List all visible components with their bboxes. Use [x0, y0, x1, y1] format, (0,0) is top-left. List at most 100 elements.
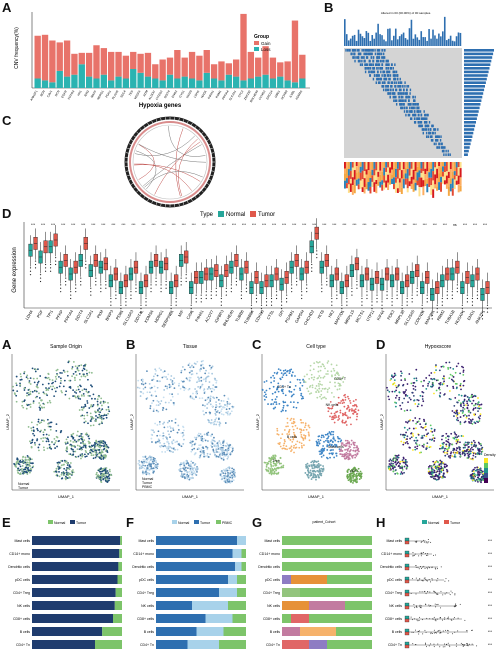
- umap-point: [215, 396, 218, 399]
- oncoprint-stack-segment: [434, 167, 437, 175]
- umap-point: [272, 403, 275, 405]
- box-outlier: [225, 294, 227, 296]
- box-outlier: [456, 287, 458, 289]
- oncoprint-cell: [366, 56, 368, 59]
- oncoprint-stack-segment: [371, 181, 374, 187]
- box-outlier: [421, 304, 423, 306]
- umap-point: [193, 443, 196, 446]
- umap-point: [339, 384, 342, 387]
- oncoprint-cell: [425, 131, 428, 135]
- umap-point: [163, 389, 166, 391]
- umap-point: [182, 425, 184, 428]
- oncoprint-cell: [381, 56, 383, 59]
- umap-point: [272, 374, 275, 377]
- umap-point: [226, 481, 228, 484]
- oncoprint-cell: [348, 49, 350, 52]
- umap-point: [159, 402, 162, 405]
- umap-point: [280, 462, 282, 465]
- umap-point: [276, 387, 279, 390]
- umap-point: [37, 420, 40, 423]
- umap-point: [100, 454, 103, 457]
- oncoprint-cell: [394, 99, 397, 102]
- umap-point: [339, 440, 342, 443]
- umap-point: [172, 447, 175, 450]
- umap-point: [274, 391, 277, 394]
- gene-tick-label: KIF4A: [376, 309, 386, 321]
- umap-point: [479, 414, 482, 417]
- umap-point: [292, 393, 295, 396]
- oncoprint-stack-segment: [371, 169, 374, 176]
- umap-point: [171, 395, 174, 398]
- umap-point: [12, 389, 15, 392]
- umap-point: [307, 476, 310, 479]
- umap-point: [215, 455, 218, 458]
- umap-point: [228, 480, 231, 483]
- oncoprint-cell: [350, 52, 352, 56]
- oncoprint-cell: [417, 103, 419, 106]
- oncoprint-cell: [389, 74, 392, 77]
- umap-point: [423, 418, 425, 421]
- box-outlier: [44, 270, 47, 272]
- umap-point: [478, 420, 481, 422]
- oncoprint-cell: [407, 85, 410, 88]
- oncoprint-cell: [403, 106, 405, 110]
- box-outlier: [366, 291, 368, 293]
- umap-point: [138, 461, 141, 464]
- umap-point: [100, 441, 103, 444]
- umap-point: [339, 453, 342, 455]
- umap-point: [203, 455, 205, 458]
- box-outlier: [476, 297, 479, 300]
- umap-point: [207, 434, 210, 437]
- umap-point: [334, 381, 336, 384]
- umap-point: [334, 439, 337, 442]
- umap-point: [69, 440, 72, 442]
- circos-tick: [208, 143, 212, 146]
- umap-point: [343, 405, 346, 408]
- oncoprint-cell: [376, 59, 378, 63]
- umap-point: [162, 432, 165, 435]
- gene-tick-label: HK2: [327, 308, 336, 318]
- umap-point: [55, 430, 58, 432]
- umap-point: [19, 378, 22, 381]
- umap-point: [318, 468, 321, 471]
- oncoprint-cell: [433, 128, 436, 131]
- umap-point: [313, 464, 316, 467]
- umap-point: [402, 443, 405, 446]
- umap-point: [181, 476, 184, 478]
- circos-tick: [211, 152, 215, 154]
- umap-point: [31, 441, 34, 444]
- umap-point: [316, 464, 319, 466]
- oncoprint-cell: [415, 103, 417, 106]
- umap-point: [72, 441, 75, 443]
- circos-tick: [186, 200, 189, 204]
- box-outlier: [130, 291, 132, 293]
- umap-point: [196, 448, 199, 451]
- umap-point: [347, 455, 350, 457]
- box-outlier: [396, 291, 398, 293]
- umap-point: [312, 472, 315, 475]
- umap-point: [147, 472, 150, 474]
- umap-point: [427, 432, 430, 435]
- umap-point: [29, 403, 32, 406]
- circos-tick: [136, 131, 139, 135]
- umap-point: [471, 402, 473, 405]
- umap-point: [151, 394, 154, 397]
- oncoprint-cell: [364, 59, 366, 63]
- umap-point: [348, 457, 351, 460]
- celltype-label: CD4+ Tn: [277, 385, 291, 389]
- oncoprint-cell: [370, 70, 372, 74]
- oncoprint-side-bar: [464, 110, 479, 113]
- cnv-tick-label: ANKZF1: [29, 89, 38, 101]
- oncoprint-cell: [424, 124, 427, 128]
- umap-point: [320, 452, 323, 455]
- umap-point: [198, 378, 200, 380]
- umap-point: [332, 430, 335, 433]
- umap-point: [300, 433, 303, 436]
- umap-point: [189, 469, 192, 472]
- box-outlier: [301, 291, 303, 293]
- umap-point: [466, 402, 469, 405]
- cnv-tick-label: PGK1: [105, 89, 113, 98]
- oncoprint-cell: [406, 92, 408, 95]
- umap-point: [421, 398, 424, 400]
- umap-point: [45, 440, 48, 443]
